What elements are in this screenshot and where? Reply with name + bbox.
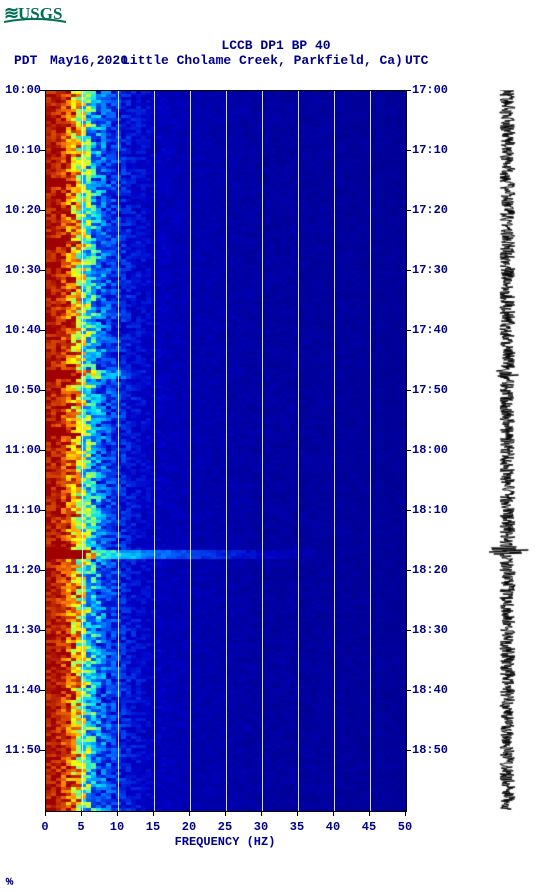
y-tick [405, 150, 411, 151]
y-tick-label-utc: 17:50 [412, 383, 448, 397]
x-tick-label: 15 [146, 820, 160, 834]
usgs-logo: ≋ USGS [4, 2, 66, 24]
gridline [262, 91, 263, 811]
location-label: Little Cholame Creek, Parkfield, Ca) [122, 53, 403, 68]
y-tick-label-pdt: 10:20 [1, 203, 41, 217]
gridline [298, 91, 299, 811]
y-tick [405, 450, 411, 451]
y-tick [405, 90, 411, 91]
x-tick [189, 810, 190, 816]
y-tick-label-pdt: 10:30 [1, 263, 41, 277]
y-tick [39, 330, 45, 331]
y-tick-label-utc: 17:00 [412, 83, 448, 97]
y-tick [39, 210, 45, 211]
y-tick-label-utc: 18:20 [412, 563, 448, 577]
gridline [190, 91, 191, 811]
x-tick [225, 810, 226, 816]
y-tick [39, 570, 45, 571]
gridline [118, 91, 119, 811]
x-tick-label: 30 [254, 820, 268, 834]
x-tick-label: 50 [398, 820, 412, 834]
x-tick-label: 45 [362, 820, 376, 834]
x-tick-label: 10 [110, 820, 124, 834]
x-tick-label: 35 [290, 820, 304, 834]
y-tick [405, 690, 411, 691]
y-tick-label-utc: 18:10 [412, 503, 448, 517]
y-tick-label-pdt: 10:00 [1, 83, 41, 97]
y-tick [39, 150, 45, 151]
gridline [370, 91, 371, 811]
y-tick-label-pdt: 11:30 [1, 623, 41, 637]
x-tick-label: 20 [182, 820, 196, 834]
x-axis-title: FREQUENCY (HZ) [45, 835, 405, 849]
y-tick-label-pdt: 11:00 [1, 443, 41, 457]
tz-label-utc: UTC [405, 53, 428, 68]
y-tick [405, 750, 411, 751]
waveform-trace [480, 90, 535, 810]
y-tick-label-utc: 18:00 [412, 443, 448, 457]
y-tick [39, 270, 45, 271]
y-tick-label-pdt: 10:10 [1, 143, 41, 157]
x-tick [405, 810, 406, 816]
y-tick [405, 210, 411, 211]
y-tick-label-pdt: 11:20 [1, 563, 41, 577]
y-tick-label-utc: 18:50 [412, 743, 448, 757]
x-tick-label: 25 [218, 820, 232, 834]
date-label: May16,2020 [50, 53, 128, 68]
chart-title: LCCB DP1 BP 40 [0, 38, 552, 53]
x-tick [81, 810, 82, 816]
x-tick [369, 810, 370, 816]
y-tick-label-utc: 18:30 [412, 623, 448, 637]
y-tick [39, 750, 45, 751]
gridline [82, 91, 83, 811]
y-tick [405, 270, 411, 271]
y-tick-label-utc: 17:20 [412, 203, 448, 217]
x-tick [261, 810, 262, 816]
y-tick-label-utc: 18:40 [412, 683, 448, 697]
y-tick-label-utc: 17:10 [412, 143, 448, 157]
spectrogram-plot [45, 90, 407, 812]
x-tick [333, 810, 334, 816]
gridline [226, 91, 227, 811]
footer-symbol: ﹪ [4, 872, 15, 888]
y-tick-label-pdt: 10:50 [1, 383, 41, 397]
x-tick [117, 810, 118, 816]
y-tick [39, 690, 45, 691]
x-tick [153, 810, 154, 816]
y-tick [39, 90, 45, 91]
gridline [154, 91, 155, 811]
y-tick [39, 510, 45, 511]
y-tick [405, 570, 411, 571]
x-tick-label: 0 [41, 820, 48, 834]
x-tick [45, 810, 46, 816]
y-tick [405, 390, 411, 391]
y-tick-label-utc: 17:30 [412, 263, 448, 277]
y-tick [39, 630, 45, 631]
y-tick-label-pdt: 11:40 [1, 683, 41, 697]
y-tick [39, 450, 45, 451]
y-tick [405, 510, 411, 511]
gridline [334, 91, 335, 811]
y-tick [39, 390, 45, 391]
x-tick-label: 5 [77, 820, 84, 834]
y-tick [405, 330, 411, 331]
y-tick-label-utc: 17:40 [412, 323, 448, 337]
x-tick-label: 40 [326, 820, 340, 834]
y-tick-label-pdt: 10:40 [1, 323, 41, 337]
tz-label-pdt: PDT [14, 53, 37, 68]
y-tick-label-pdt: 11:10 [1, 503, 41, 517]
y-tick [405, 630, 411, 631]
y-tick-label-pdt: 11:50 [1, 743, 41, 757]
x-tick [297, 810, 298, 816]
